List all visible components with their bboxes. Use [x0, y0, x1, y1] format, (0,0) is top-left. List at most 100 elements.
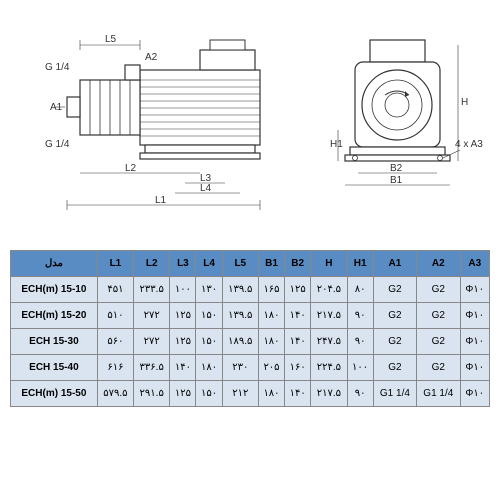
cell-value: ۲۱۷.۵ — [311, 303, 347, 329]
cell-value: Φ۱۰ — [460, 381, 489, 407]
cell-value: G2 — [417, 277, 460, 303]
cell-value: ۲۳۰ — [222, 355, 258, 381]
cell-value: ۱۸۰ — [258, 303, 284, 329]
cell-value: ۱۰۰ — [170, 277, 196, 303]
dim-l4-label: L4 — [200, 183, 212, 194]
cell-value: ۱۳۹.۵ — [222, 277, 258, 303]
table-row: ECH 15-40۶۱۶۳۳۶.۵۱۴۰۱۸۰۲۳۰۲۰۵۱۶۰۲۲۴.۵۱۰۰… — [11, 355, 490, 381]
cell-value: ۵۱۰ — [97, 303, 133, 329]
cell-value: ۱۲۵ — [170, 381, 196, 407]
dim-b1-label: B1 — [390, 175, 403, 186]
cell-value: ۱۴۰ — [285, 303, 311, 329]
cell-value: ۱۲۵ — [170, 329, 196, 355]
col-l4: L4 — [196, 251, 222, 277]
cell-value: G2 — [373, 277, 416, 303]
technical-drawing: L5 A2 G 1/4 G 1/4 A1 L2 L3 L4 L1 — [10, 10, 490, 240]
cell-value: Φ۱۰ — [460, 277, 489, 303]
pump-front-view: H H1 B2 B1 4 x A3 — [330, 35, 490, 215]
dim-l1-label: L1 — [155, 195, 167, 206]
cell-value: ۱۸۰ — [258, 381, 284, 407]
cell-model: ECH(m) 15-50 — [11, 381, 98, 407]
pump-side-view: L5 A2 G 1/4 G 1/4 A1 L2 L3 L4 L1 — [25, 25, 305, 215]
dim-g14-bot: G 1/4 — [45, 139, 70, 150]
cell-value: ۱۸۹.۵ — [222, 329, 258, 355]
cell-value: ۲۰۴.۵ — [311, 277, 347, 303]
dim-h1-label: H1 — [330, 139, 343, 150]
cell-model: ECH 15-40 — [11, 355, 98, 381]
cell-value: G2 — [417, 355, 460, 381]
cell-value: ۴۵۱ — [97, 277, 133, 303]
cell-value: ۲۷۲ — [134, 329, 170, 355]
cell-value: ۸۰ — [347, 277, 373, 303]
col-h: H — [311, 251, 347, 277]
cell-value: ۱۲۵ — [285, 277, 311, 303]
dim-4xa3-label: 4 x A3 — [455, 139, 483, 150]
cell-value: ۱۳۰ — [196, 277, 222, 303]
cell-value: ۶۱۶ — [97, 355, 133, 381]
cell-value: G2 — [417, 303, 460, 329]
col-l2: L2 — [134, 251, 170, 277]
dim-a2-label: A2 — [145, 52, 158, 63]
table-row: ECH 15-30۵۶۰۲۷۲۱۲۵۱۵۰۱۸۹.۵۱۸۰۱۴۰۲۴۷.۵۹۰G… — [11, 329, 490, 355]
cell-value: ۱۴۰ — [285, 381, 311, 407]
cell-value: ۲۳۳.۵ — [134, 277, 170, 303]
table-row: ECH(m) 15-20۵۱۰۲۷۲۱۲۵۱۵۰۱۳۹.۵۱۸۰۱۴۰۲۱۷.۵… — [11, 303, 490, 329]
col-l3: L3 — [170, 251, 196, 277]
cell-model: ECH 15-30 — [11, 329, 98, 355]
cell-value: ۳۳۶.۵ — [134, 355, 170, 381]
cell-value: Φ۱۰ — [460, 303, 489, 329]
cell-value: ۱۳۹.۵ — [222, 303, 258, 329]
col-a3: A3 — [460, 251, 489, 277]
dim-l5-label: L5 — [105, 34, 117, 45]
col-model: مدل — [11, 251, 98, 277]
cell-model: ECH(m) 15-10 — [11, 277, 98, 303]
cell-value: ۱۵۰ — [196, 329, 222, 355]
cell-value: ۲۹۱.۵ — [134, 381, 170, 407]
dim-b2-label: B2 — [390, 163, 403, 174]
cell-value: ۱۶۵ — [258, 277, 284, 303]
table-row: ECH(m) 15-50۵۷۹.۵۲۹۱.۵۱۲۵۱۵۰۲۱۲۱۸۰۱۴۰۲۱۷… — [11, 381, 490, 407]
cell-value: ۱۵۰ — [196, 303, 222, 329]
cell-value: ۹۰ — [347, 381, 373, 407]
cell-value: ۲۷۲ — [134, 303, 170, 329]
cell-value: G2 — [373, 329, 416, 355]
cell-value: G2 — [417, 329, 460, 355]
dim-l2-label: L2 — [125, 163, 137, 174]
dim-a1-label: A1 — [50, 102, 63, 113]
cell-value: ۱۴۰ — [285, 329, 311, 355]
cell-value: ۲۲۴.۵ — [311, 355, 347, 381]
cell-value: G1 1/4 — [417, 381, 460, 407]
cell-value: G1 1/4 — [373, 381, 416, 407]
cell-value: ۵۶۰ — [97, 329, 133, 355]
cell-model: ECH(m) 15-20 — [11, 303, 98, 329]
cell-value: ۱۴۰ — [170, 355, 196, 381]
dim-g14-top: G 1/4 — [45, 62, 70, 73]
cell-value: ۱۸۰ — [196, 355, 222, 381]
cell-value: ۲۱۲ — [222, 381, 258, 407]
cell-value: G2 — [373, 355, 416, 381]
cell-value: ۱۰۰ — [347, 355, 373, 381]
col-b2: B2 — [285, 251, 311, 277]
cell-value: ۲۰۵ — [258, 355, 284, 381]
cell-value: ۲۴۷.۵ — [311, 329, 347, 355]
cell-value: ۱۵۰ — [196, 381, 222, 407]
dimensions-table: مدل L1 L2 L3 L4 L5 B1 B2 H H1 A1 A2 A3 E… — [10, 250, 490, 407]
col-b1: B1 — [258, 251, 284, 277]
dim-h-label: H — [461, 97, 468, 108]
col-l5: L5 — [222, 251, 258, 277]
cell-value: ۱۲۵ — [170, 303, 196, 329]
cell-value: ۲۱۷.۵ — [311, 381, 347, 407]
cell-value: ۹۰ — [347, 329, 373, 355]
cell-value: ۱۸۰ — [258, 329, 284, 355]
table-row: ECH(m) 15-10۴۵۱۲۳۳.۵۱۰۰۱۳۰۱۳۹.۵۱۶۵۱۲۵۲۰۴… — [11, 277, 490, 303]
cell-value: Φ۱۰ — [460, 355, 489, 381]
col-l1: L1 — [97, 251, 133, 277]
cell-value: ۱۶۰ — [285, 355, 311, 381]
col-a2: A2 — [417, 251, 460, 277]
table-header-row: مدل L1 L2 L3 L4 L5 B1 B2 H H1 A1 A2 A3 — [11, 251, 490, 277]
col-a1: A1 — [373, 251, 416, 277]
cell-value: Φ۱۰ — [460, 329, 489, 355]
col-h1: H1 — [347, 251, 373, 277]
cell-value: ۵۷۹.۵ — [97, 381, 133, 407]
cell-value: ۹۰ — [347, 303, 373, 329]
